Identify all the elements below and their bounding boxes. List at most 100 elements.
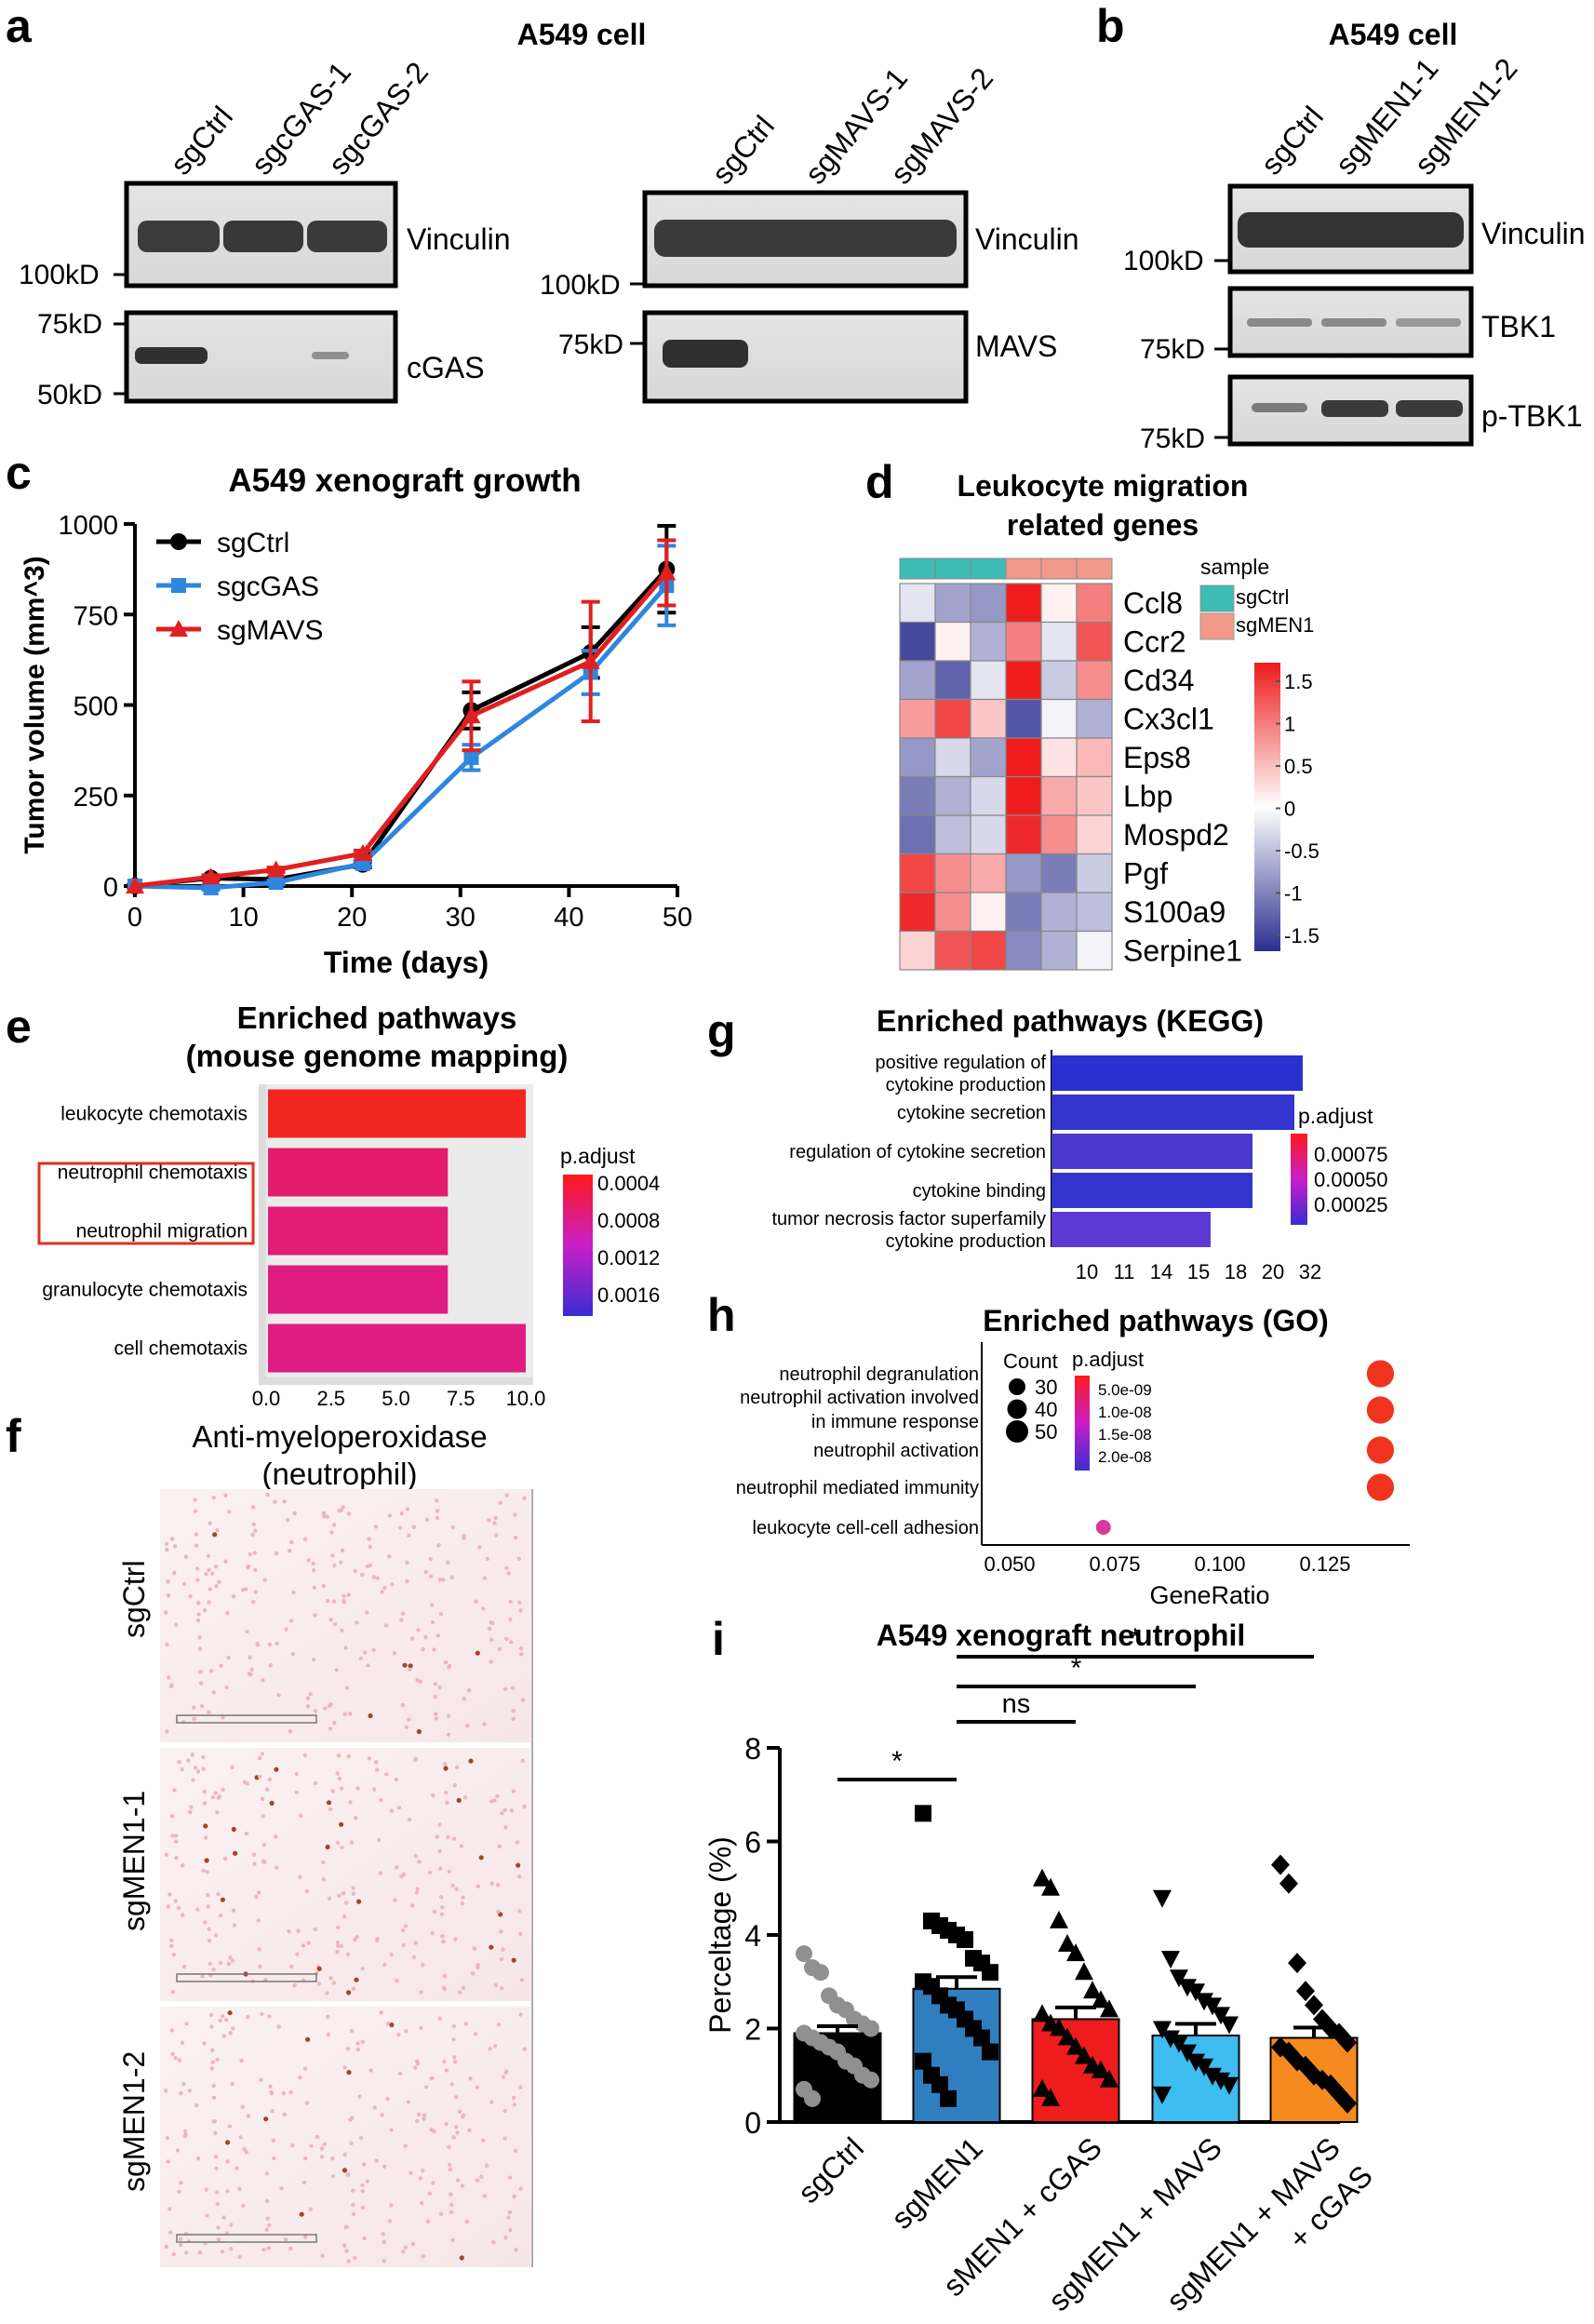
cell-nucleus bbox=[256, 1918, 261, 1923]
cell-nucleus bbox=[424, 1517, 430, 1523]
y-tick-label: 4 bbox=[744, 1919, 761, 1953]
data-point bbox=[1366, 1436, 1395, 1464]
cell-nucleus bbox=[214, 1584, 219, 1589]
cell-nucleus bbox=[323, 1706, 328, 1711]
heatmap-cell bbox=[1076, 698, 1113, 739]
cell-nucleus bbox=[371, 1647, 376, 1653]
cell-nucleus bbox=[439, 1895, 444, 1900]
cell-nucleus bbox=[188, 1593, 193, 1599]
data-point bbox=[1033, 2078, 1052, 2097]
cell-nucleus bbox=[392, 1651, 397, 1656]
cell-nucleus bbox=[261, 1859, 266, 1864]
cell-nucleus bbox=[288, 1728, 293, 1734]
cell-nucleus bbox=[308, 1691, 313, 1697]
cell-nucleus bbox=[288, 1964, 294, 1969]
heatmap-cell bbox=[934, 775, 971, 816]
data-point bbox=[931, 2075, 948, 2093]
cell-nucleus bbox=[231, 1593, 236, 1599]
cell-nucleus bbox=[451, 1836, 457, 1841]
cell-nucleus bbox=[205, 1870, 209, 1874]
cell-nucleus bbox=[269, 2090, 275, 2096]
blot3-tbk1-band-2 bbox=[1321, 318, 1386, 327]
cell-nucleus bbox=[380, 2113, 384, 2117]
cell-nucleus bbox=[374, 1760, 379, 1765]
cell-nucleus bbox=[454, 2095, 459, 2100]
cell-nucleus bbox=[421, 1963, 425, 1968]
cell-nucleus bbox=[421, 2169, 425, 2173]
cell-nucleus bbox=[460, 1901, 465, 1906]
cell-nucleus bbox=[330, 1789, 335, 1793]
cell-nucleus bbox=[251, 1522, 256, 1526]
cell-nucleus bbox=[322, 2142, 327, 2146]
cell-nucleus bbox=[257, 1890, 261, 1895]
cell-nucleus bbox=[246, 2014, 250, 2020]
category-label: cytokine binding bbox=[913, 1181, 1046, 1202]
cell-nucleus bbox=[350, 2188, 355, 2193]
cell-nucleus bbox=[489, 1944, 494, 1950]
legend-tick-label: 0.0004 bbox=[597, 1172, 660, 1195]
colorbar-label: -0.5 bbox=[1284, 840, 1319, 863]
data-point bbox=[1279, 1873, 1298, 1894]
blot2-marker-100: 100kD bbox=[540, 270, 621, 301]
cell-nucleus bbox=[204, 1572, 208, 1577]
blot3-marker-100: 100kD bbox=[1123, 246, 1204, 276]
cell-nucleus bbox=[368, 2068, 373, 2073]
data-point bbox=[1092, 1990, 1110, 2008]
panel-b: A549 cell sgCtrl sgMEN1-1 sgMEN1-2 Vincu… bbox=[1123, 18, 1585, 454]
cell-nucleus bbox=[342, 2152, 347, 2157]
cell-nucleus bbox=[187, 2089, 192, 2093]
cell-nucleus bbox=[354, 1816, 358, 1820]
cell-nucleus bbox=[206, 1553, 211, 1559]
heatmap-cell bbox=[1040, 853, 1078, 893]
cell-nucleus bbox=[433, 1695, 437, 1699]
cell-nucleus bbox=[433, 1682, 437, 1686]
cell-nucleus bbox=[257, 1947, 261, 1952]
data-point bbox=[957, 1931, 973, 1949]
cell-nucleus bbox=[306, 1558, 311, 1563]
category-label: tumor necrosis factor superfamily bbox=[771, 1209, 1046, 1229]
cell-nucleus bbox=[202, 2041, 207, 2046]
cell-nucleus bbox=[450, 2237, 455, 2243]
cell-nucleus bbox=[165, 1642, 169, 1647]
cell-nucleus bbox=[275, 1865, 279, 1871]
heatmap-cell bbox=[1005, 737, 1042, 778]
cell-nucleus bbox=[425, 2219, 431, 2224]
y-tick-label: 2 bbox=[744, 2013, 761, 2047]
cell-nucleus bbox=[518, 2012, 523, 2017]
cell-nucleus bbox=[344, 2249, 349, 2253]
cell-nucleus bbox=[340, 1628, 344, 1633]
y-tick-label: 8 bbox=[744, 1732, 761, 1766]
legend-tick-label: 0.00075 bbox=[1314, 1143, 1388, 1166]
heatmap-cell bbox=[934, 698, 971, 739]
cell-nucleus bbox=[502, 1686, 508, 1691]
color-legend-label: 5.0e-09 bbox=[1098, 1381, 1152, 1399]
panel-letter-i: i bbox=[712, 1613, 725, 1665]
cell-nucleus bbox=[476, 1965, 480, 1969]
gene-label: Lbp bbox=[1123, 779, 1172, 813]
cell-nucleus bbox=[341, 1891, 346, 1896]
cell-nucleus bbox=[172, 1788, 177, 1793]
cell-nucleus bbox=[455, 1765, 460, 1770]
cell-nucleus bbox=[350, 2116, 355, 2120]
cell-nucleus bbox=[346, 1990, 352, 1995]
data-point bbox=[1366, 1360, 1395, 1388]
cell-nucleus bbox=[411, 1525, 416, 1529]
cell-nucleus bbox=[275, 1551, 279, 1556]
cell-nucleus bbox=[301, 2180, 307, 2185]
blot1-label-vinculin: Vinculin bbox=[407, 222, 510, 256]
cell-nucleus bbox=[437, 1848, 442, 1854]
gene-label: S100a9 bbox=[1123, 895, 1226, 929]
legend-label-sgMAVS: sgMAVS bbox=[217, 615, 323, 646]
cell-nucleus bbox=[282, 2112, 287, 2117]
cell-nucleus bbox=[349, 2141, 354, 2145]
cell-nucleus bbox=[501, 1947, 505, 1952]
cell-nucleus bbox=[174, 1622, 179, 1627]
cell-nucleus bbox=[400, 1928, 406, 1933]
cell-nucleus bbox=[250, 1505, 256, 1510]
cell-nucleus bbox=[299, 2211, 304, 2217]
cell-nucleus bbox=[244, 1587, 248, 1592]
chart-title-2: (mouse genome mapping) bbox=[186, 1039, 569, 1073]
color-legend-label: 1.0e-08 bbox=[1098, 1404, 1152, 1421]
cell-nucleus bbox=[360, 1572, 365, 1578]
